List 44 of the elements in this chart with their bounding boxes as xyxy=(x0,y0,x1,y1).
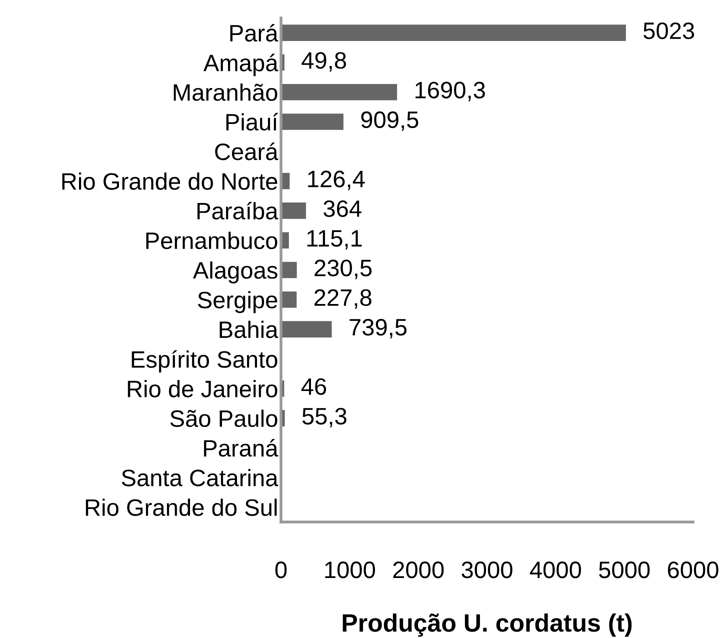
y-tick-label: Rio Grande do Norte xyxy=(62,172,278,190)
y-tick-label: Paraíba xyxy=(197,202,278,220)
data-label: 1690,3 xyxy=(416,82,485,102)
bar xyxy=(281,321,332,338)
y-tick-label: Sergipe xyxy=(198,291,278,314)
x-axis-title: Produção U. cordatus (t) xyxy=(342,613,632,637)
x-tick-label: 3000 xyxy=(462,562,512,578)
y-tick-label: Paraná xyxy=(204,439,278,457)
data-label: 49,8 xyxy=(302,52,346,72)
y-tick-label: Alagoas xyxy=(192,261,278,284)
y-tick-label: Ceará xyxy=(215,142,278,160)
bar xyxy=(281,202,306,219)
y-tick-label: Pernambuco xyxy=(146,232,278,250)
x-tick-label: 6000 xyxy=(668,562,718,578)
y-tick-label: Bahia xyxy=(220,320,278,338)
bar xyxy=(281,262,297,278)
y-tick-label: Maranhão xyxy=(174,84,278,101)
bar xyxy=(281,84,398,100)
y-tick-label: Pará xyxy=(230,24,278,42)
x-tick-label: 2000 xyxy=(393,562,444,578)
y-tick-label: Espírito Santo xyxy=(132,350,278,373)
x-tick-label: 1000 xyxy=(325,562,376,578)
data-label: 909,5 xyxy=(361,111,418,131)
y-tick-label: Rio Grande do Sul xyxy=(86,498,277,516)
y-tick-label: Rio de Janeiro xyxy=(128,380,278,398)
data-label: 55,3 xyxy=(302,408,346,428)
x-tick-label: 0 xyxy=(275,562,287,578)
data-label: 739,5 xyxy=(350,318,407,338)
bar xyxy=(281,24,626,41)
y-tick-label: Amapá xyxy=(203,54,278,76)
data-label: 227,8 xyxy=(314,289,372,309)
bar xyxy=(281,114,344,130)
data-label: 364 xyxy=(324,200,362,218)
data-label: 5023 xyxy=(644,22,694,40)
x-tick-label: 5000 xyxy=(599,562,650,578)
data-label: 46 xyxy=(301,378,326,395)
data-label: 230,5 xyxy=(314,260,372,280)
x-tick-label: 4000 xyxy=(530,562,582,578)
data-label: 115,1 xyxy=(307,230,362,250)
y-tick-label: Santa Catarina xyxy=(122,468,278,486)
y-tick-label: Piauí xyxy=(226,112,278,131)
y-tick-label: São Paulo xyxy=(170,410,278,428)
data-label: 126,4 xyxy=(308,170,365,190)
bar xyxy=(281,291,297,308)
